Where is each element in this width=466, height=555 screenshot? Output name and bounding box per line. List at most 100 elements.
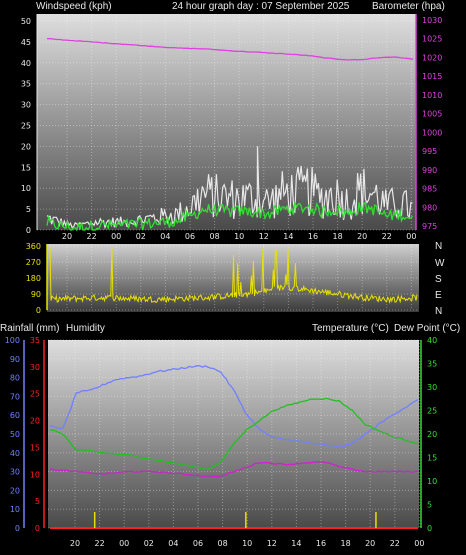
- barometer-ytick-right: 1005: [422, 110, 442, 119]
- rainfall-ytick: 15: [30, 443, 40, 452]
- temp-xtick: 00: [414, 539, 424, 548]
- humidity-ytick: 100: [5, 336, 20, 345]
- wind-ytick-left: 5: [26, 205, 31, 214]
- temp-xtick: 18: [341, 539, 351, 548]
- temp-xtick: 12: [267, 539, 277, 548]
- temperature-ytick: 30: [427, 383, 437, 392]
- direction-label-e: E: [435, 290, 442, 301]
- direction-label-w: W: [435, 258, 445, 269]
- temp-xtick: 06: [193, 539, 203, 548]
- direction-ytick: 180: [26, 274, 41, 283]
- series-humidity-line: [49, 365, 419, 448]
- barometer-ytick-right: 1015: [422, 72, 442, 81]
- temp-xtick: 00: [119, 539, 129, 548]
- temp-xtick: 22: [390, 539, 400, 548]
- dewpoint-axis-label: Dew Point (°C): [394, 323, 460, 334]
- wind-xtick: 14: [283, 232, 293, 241]
- wind-ytick-left: 35: [21, 80, 31, 89]
- wind-ytick-left: 30: [21, 101, 31, 110]
- temperature-ytick: 40: [427, 336, 437, 345]
- temp-xtick: 16: [316, 539, 326, 548]
- wind-ytick-left: 15: [21, 163, 31, 172]
- wind-ytick-left: 0: [26, 226, 31, 235]
- series-windgust-line: [46, 146, 413, 230]
- rainfall-ytick: 35: [30, 336, 40, 345]
- wind-xtick: 00: [111, 232, 121, 241]
- graph-title: 24 hour graph day : 07 September 2025: [172, 1, 350, 12]
- wind-xtick: 16: [308, 232, 318, 241]
- wind-ytick-left: 20: [21, 142, 31, 151]
- direction-label-n-top: N: [435, 241, 442, 252]
- temperature-ytick: 20: [427, 430, 437, 439]
- temperature-ytick: 10: [427, 477, 437, 486]
- direction-ytick: 270: [26, 258, 41, 267]
- wind-xtick: 10: [234, 232, 244, 241]
- wind-xtick: 02: [136, 232, 146, 241]
- rainfall-ytick: 20: [30, 417, 40, 426]
- wind-xtick: 08: [210, 232, 220, 241]
- rainfall-ytick: 5: [35, 497, 40, 506]
- temperature-ytick: 5: [427, 501, 432, 510]
- direction-ytick: 0: [36, 306, 41, 315]
- temp-xtick: 20: [365, 539, 375, 548]
- wind-xtick: 18: [333, 232, 343, 241]
- barometer-ytick-right: 975: [422, 222, 437, 231]
- series-windavg-line: [46, 200, 413, 232]
- temp-panel: [48, 340, 419, 528]
- barometer-ytick-right: 995: [422, 147, 437, 156]
- temperature-ytick: 0: [427, 524, 432, 533]
- temp-xtick: 14: [291, 539, 301, 548]
- barometer-ytick-right: 990: [422, 166, 437, 175]
- wind-xtick: 20: [62, 232, 72, 241]
- wind-xtick: 04: [160, 232, 170, 241]
- series-direction-line: [49, 247, 418, 305]
- barometer-ytick-right: 1030: [422, 16, 442, 25]
- humidity-ytick: 0: [15, 524, 20, 533]
- temp-xtick: 08: [218, 539, 228, 548]
- humidity-axis-label: Humidity: [66, 323, 105, 334]
- temp-xtick: 10: [242, 539, 252, 548]
- direction-label-n-bottom: N: [435, 306, 442, 317]
- humidity-ytick: 50: [10, 430, 20, 439]
- rainfall-ytick: 10: [30, 470, 40, 479]
- windspeed-axis-label: Windspeed (kph): [36, 1, 112, 12]
- wind-xtick: 12: [259, 232, 269, 241]
- humidity-ytick: 70: [10, 392, 20, 401]
- temp-xtick: 04: [168, 539, 178, 548]
- series-dewpoint-line: [49, 461, 419, 478]
- direction-ytick: 360: [26, 242, 41, 251]
- humidity-ytick: 30: [10, 468, 20, 477]
- humidity-ytick: 80: [10, 374, 20, 383]
- wind-ytick-left: 25: [21, 122, 31, 131]
- series-barometer-line: [46, 37, 414, 61]
- barometer-ytick-right: 1020: [422, 53, 442, 62]
- wind-ytick-left: 40: [21, 59, 31, 68]
- wind-xtick: 20: [357, 232, 367, 241]
- temp-xtick: 22: [95, 539, 105, 548]
- direction-label-s: S: [435, 274, 442, 285]
- barometer-ytick-right: 1010: [422, 91, 442, 100]
- humidity-ytick: 60: [10, 411, 20, 420]
- barometer-ytick-right: 1025: [422, 35, 442, 44]
- wind-xtick: 22: [87, 232, 97, 241]
- direction-ytick: 90: [31, 290, 41, 299]
- rainfall-ytick: 30: [30, 363, 40, 372]
- temp-xtick: 20: [70, 539, 80, 548]
- series-temperature-line: [49, 397, 419, 470]
- barometer-ytick-right: 985: [422, 185, 437, 194]
- temperature-ytick: 15: [427, 454, 437, 463]
- temperature-axis-label: Temperature (°C): [312, 323, 389, 334]
- wind-xtick: 06: [185, 232, 195, 241]
- temp-xtick: 02: [144, 539, 154, 548]
- barometer-ytick-right: 1000: [422, 128, 442, 137]
- temperature-ytick: 35: [427, 360, 437, 369]
- wind-ytick-left: 10: [21, 184, 31, 193]
- rainfall-ytick: 25: [30, 390, 40, 399]
- rainfall-ytick: 0: [35, 524, 40, 533]
- wind-ytick-left: 50: [21, 17, 31, 26]
- humidity-ytick: 90: [10, 355, 20, 364]
- temperature-ytick: 25: [427, 407, 437, 416]
- humidity-ytick: 20: [10, 486, 20, 495]
- rainfall-axis-label: Rainfall (mm): [0, 323, 59, 334]
